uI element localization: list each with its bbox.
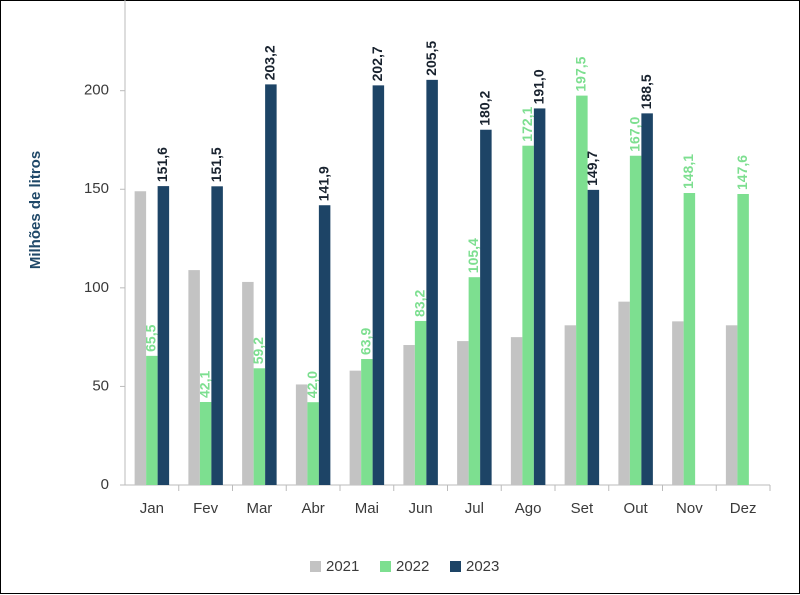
value-label: 202,7 — [369, 46, 385, 81]
value-label: 180,2 — [477, 90, 493, 125]
bar — [403, 345, 415, 485]
bar — [480, 129, 492, 485]
value-label: 42,1 — [196, 371, 212, 398]
y-axis-label: Milhões de litros — [27, 151, 44, 269]
bar — [211, 186, 223, 485]
value-label: 203,2 — [262, 45, 278, 80]
x-tick-label: Out — [624, 500, 649, 517]
value-label: 63,9 — [358, 328, 374, 355]
y-tick-label: 150 — [84, 180, 109, 197]
bar — [533, 108, 546, 485]
bar — [253, 368, 266, 485]
bar — [683, 193, 696, 485]
value-label: 42,0 — [304, 371, 320, 398]
value-label: 191,0 — [530, 69, 546, 104]
x-tick-label: Abr — [301, 500, 324, 517]
bar — [372, 85, 385, 485]
value-label: 197,5 — [573, 56, 589, 91]
value-label: 83,2 — [411, 290, 427, 317]
y-tick-label: 50 — [92, 377, 109, 394]
bar — [265, 84, 277, 485]
bar — [146, 355, 158, 485]
bar — [564, 325, 577, 485]
x-tick-label: Mai — [355, 500, 379, 517]
y-tick-label: 0 — [101, 476, 109, 493]
value-label: 65,5 — [143, 324, 159, 351]
bar — [618, 301, 630, 485]
bar — [576, 95, 588, 485]
bar — [725, 325, 738, 485]
y-tick-label: 200 — [84, 82, 109, 99]
bar — [414, 320, 427, 485]
y-tick-label: 100 — [84, 279, 109, 296]
bar — [510, 337, 523, 485]
x-tick-label: Dez — [730, 500, 757, 517]
value-label: 59,2 — [250, 337, 266, 364]
value-label: 148,1 — [680, 154, 696, 189]
x-tick-label: Set — [571, 500, 594, 517]
bar — [318, 205, 331, 486]
bar — [307, 402, 319, 485]
bar — [157, 186, 170, 485]
bar — [349, 370, 362, 485]
bar — [134, 191, 147, 485]
value-label: 188,5 — [638, 74, 654, 109]
legend-label: 2021 — [326, 558, 359, 575]
bar — [672, 321, 684, 485]
legend-label: 2023 — [466, 558, 499, 575]
bar — [629, 155, 642, 486]
bar — [426, 79, 438, 485]
legend-swatch — [380, 561, 391, 572]
value-label: 205,5 — [423, 41, 439, 76]
bar — [361, 359, 373, 485]
x-tick-label: Jun — [409, 500, 433, 517]
bar — [522, 145, 534, 486]
value-label: 151,6 — [154, 147, 170, 182]
value-label: 105,4 — [465, 238, 481, 273]
bar — [188, 270, 200, 485]
bar — [242, 281, 254, 485]
value-label: 167,0 — [626, 117, 642, 152]
bar — [468, 277, 481, 485]
bar — [199, 401, 212, 485]
x-tick-label: Fev — [193, 500, 219, 517]
legend-label: 2022 — [396, 558, 429, 575]
bar — [641, 113, 653, 485]
x-tick-label: Ago — [515, 500, 542, 517]
value-label: 172,1 — [519, 106, 535, 141]
legend-swatch — [310, 561, 321, 572]
x-tick-label: Nov — [676, 500, 703, 517]
value-label: 141,9 — [315, 166, 331, 201]
x-tick-label: Mar — [246, 500, 272, 517]
x-tick-label: Jul — [465, 500, 484, 517]
x-tick-label: Jan — [140, 500, 164, 517]
value-label: 151,5 — [208, 147, 224, 182]
bar — [737, 194, 749, 485]
bar — [587, 189, 600, 486]
legend-swatch — [450, 561, 461, 572]
value-label: 149,7 — [584, 151, 600, 186]
value-label: 147,6 — [734, 155, 750, 190]
bar — [295, 384, 308, 485]
bar — [457, 341, 469, 485]
